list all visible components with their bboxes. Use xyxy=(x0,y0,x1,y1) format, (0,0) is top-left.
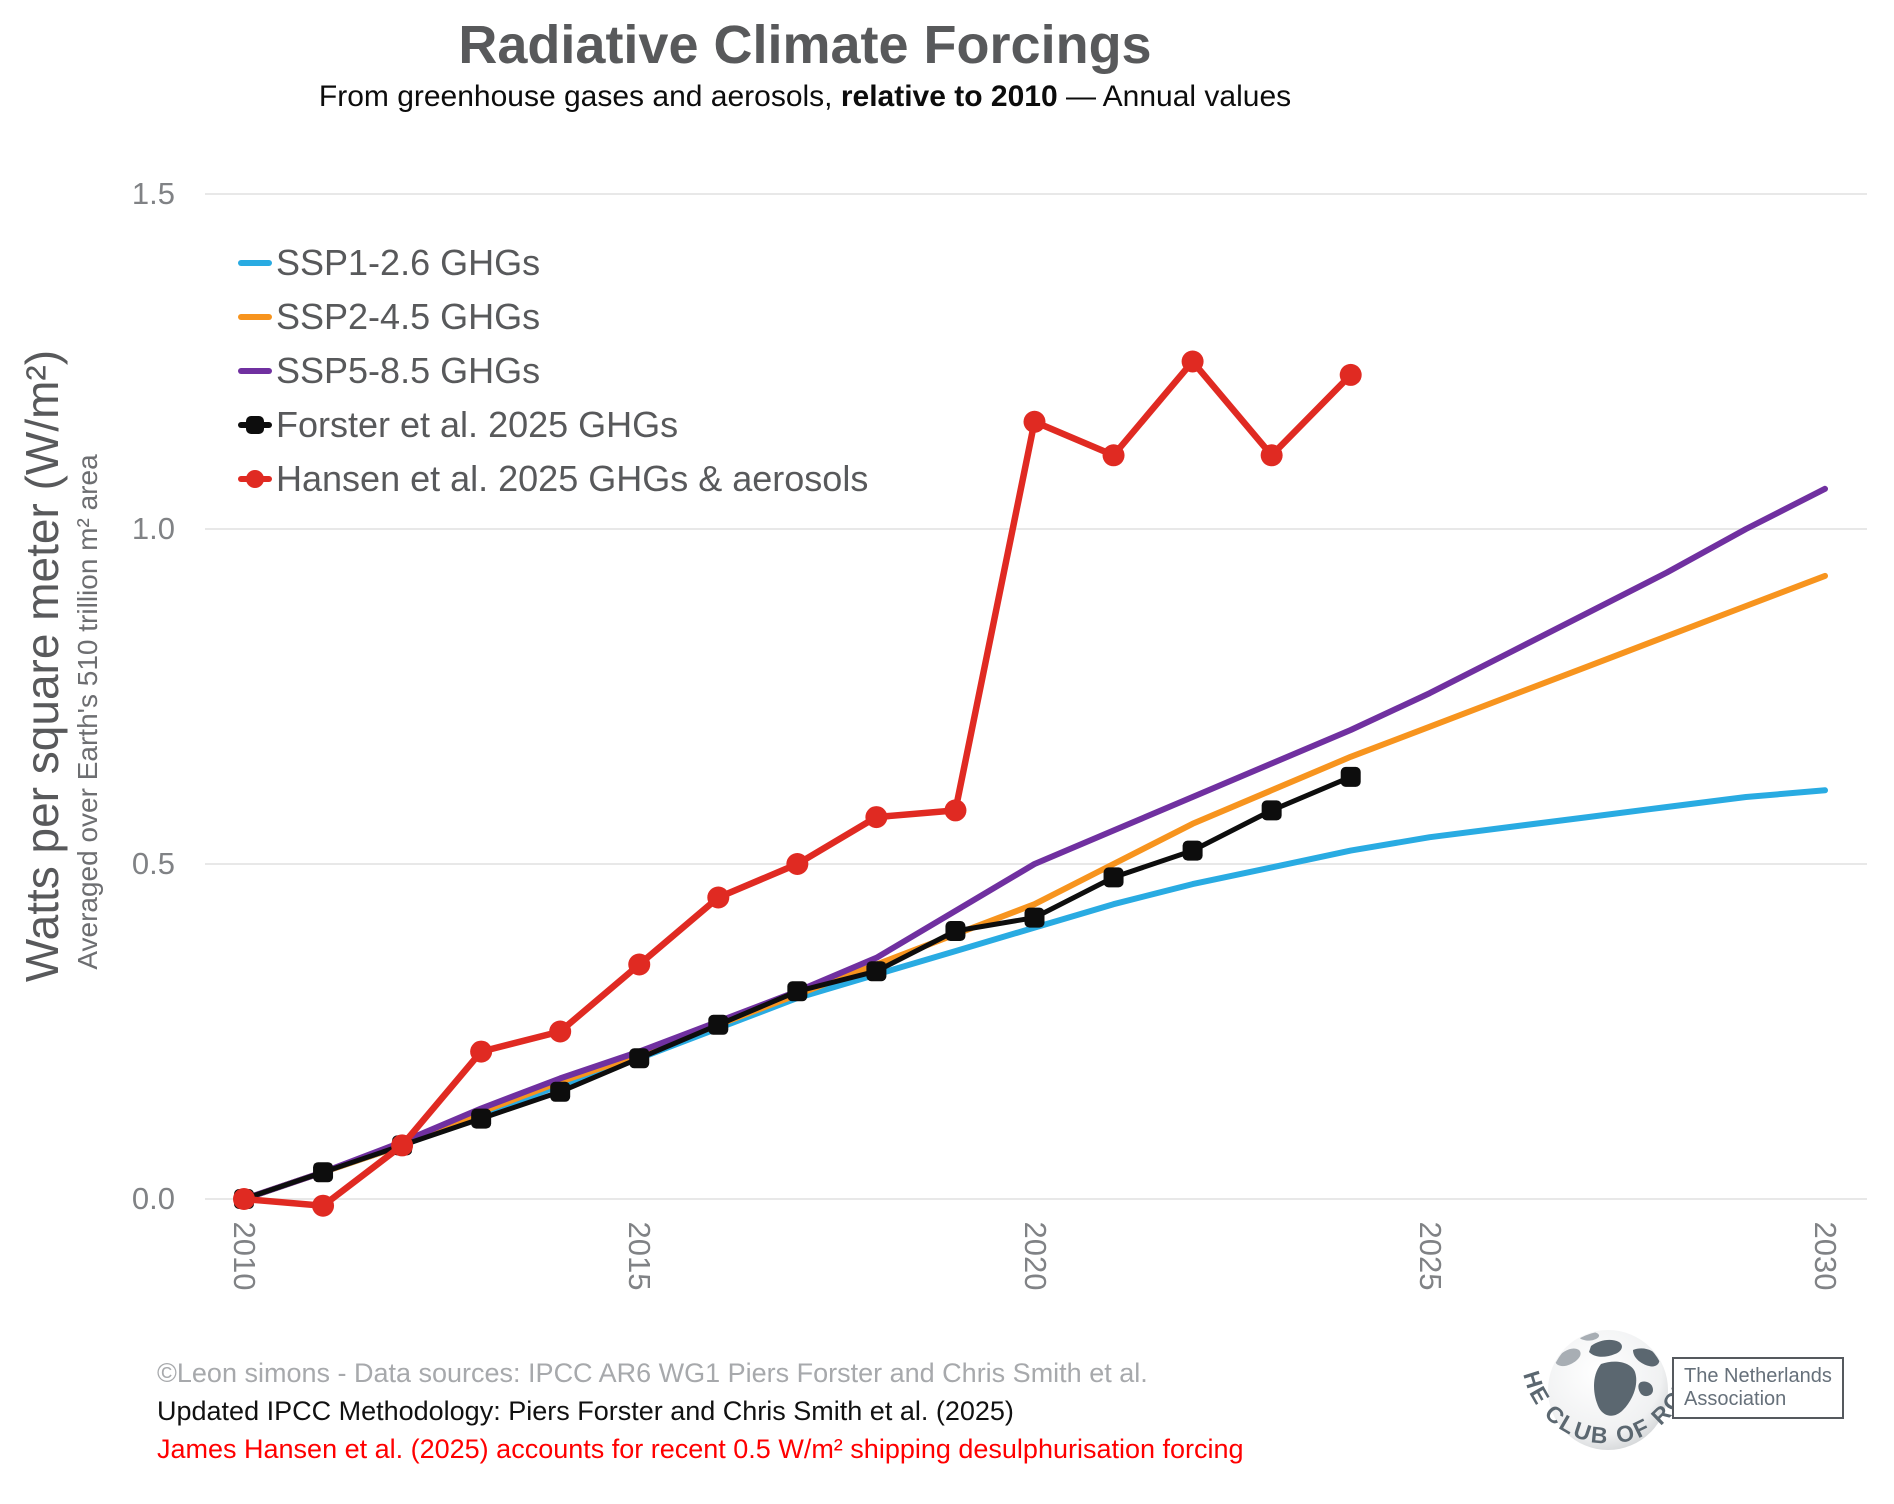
footer-methodology: Updated IPCC Methodology: Piers Forster … xyxy=(157,1396,1014,1426)
logo-box-line1: The Netherlands xyxy=(1684,1365,1832,1387)
legend-item-hansen: Hansen et al. 2025 GHGs & aerosols xyxy=(238,452,868,506)
club-of-rome-logo: THE CLUB OF ROME xyxy=(1513,1298,1695,1450)
chart-subtitle: From greenhouse gases and aerosols, rela… xyxy=(0,80,1610,114)
hansen-circle-swatch xyxy=(238,467,272,491)
subtitle-post: — Annual values xyxy=(1057,80,1292,113)
legend: SSP1-2.6 GHGs SSP2-4.5 GHGs SSP5-8.5 GHG… xyxy=(238,236,868,506)
footer-data-sources: ©Leon simons - Data sources: IPCC AR6 WG… xyxy=(157,1358,1148,1388)
legend-label: Forster et al. 2025 GHGs xyxy=(276,404,679,445)
ssp1-line-swatch xyxy=(238,251,272,275)
ssp5-line-swatch xyxy=(238,359,272,383)
legend-label: SSP1-2.6 GHGs xyxy=(276,242,541,283)
netherlands-association-box: The Netherlands Association xyxy=(1672,1357,1844,1419)
chart-title: Radiative Climate Forcings xyxy=(458,15,1152,75)
ssp2-line-swatch xyxy=(238,305,272,329)
globe-continents xyxy=(1555,1332,1660,1416)
subtitle-bold: relative to 2010 xyxy=(840,80,1058,113)
legend-item-forster: Forster et al. 2025 GHGs xyxy=(238,398,868,452)
forster-square-swatch xyxy=(238,413,272,437)
y-tick-0.5: 0.5 xyxy=(131,846,175,881)
legend-label: SSP2-4.5 GHGs xyxy=(276,296,541,337)
legend-item-ssp2: SSP2-4.5 GHGs xyxy=(238,290,868,344)
y-tick-1.0: 1.0 xyxy=(131,511,175,546)
footer-hansen-note: James Hansen et al. (2025) accounts for … xyxy=(157,1434,1244,1464)
legend-label: SSP5-8.5 GHGs xyxy=(276,350,541,391)
subtitle-pre: From greenhouse gases and aerosols, xyxy=(318,80,841,113)
legend-label: Hansen et al. 2025 GHGs & aerosols xyxy=(276,458,869,499)
y-tick-0.0: 0.0 xyxy=(131,1181,175,1216)
legend-item-ssp1: SSP1-2.6 GHGs xyxy=(238,236,868,290)
logo-box-line2: Association xyxy=(1684,1388,1787,1410)
y-tick-1.5: 1.5 xyxy=(131,176,175,211)
legend-item-ssp5: SSP5-8.5 GHGs xyxy=(238,344,868,398)
